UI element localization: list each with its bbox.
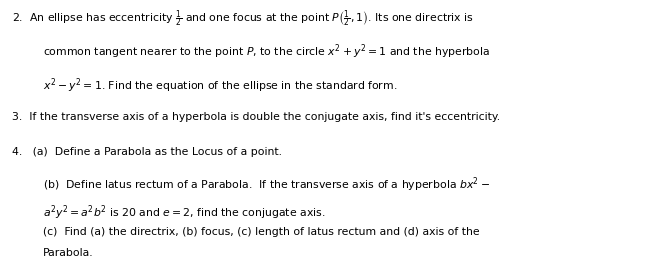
Text: (b)  Define latus rectum of a Parabola.  If the transverse axis of a hyperbola $: (b) Define latus rectum of a Parabola. I… bbox=[43, 175, 490, 194]
Text: $a^2y^2=a^2b^2$ is 20 and $e=2$, find the conjugate axis.: $a^2y^2=a^2b^2$ is 20 and $e=2$, find th… bbox=[43, 204, 325, 222]
Text: (c)  Find (a) the directrix, (b) focus, (c) length of latus rectum and (d) axis : (c) Find (a) the directrix, (b) focus, (… bbox=[43, 227, 480, 237]
Text: common tangent nearer to the point $P$, to the circle $x^2+y^2=1$ and the hyperb: common tangent nearer to the point $P$, … bbox=[43, 43, 489, 61]
Text: Parabola.: Parabola. bbox=[43, 248, 93, 258]
Text: $x^2-y^2=1$. Find the equation of the ellipse in the standard form.: $x^2-y^2=1$. Find the equation of the el… bbox=[43, 76, 397, 95]
Text: 4.   (a)  Define a Parabola as the Locus of a point.: 4. (a) Define a Parabola as the Locus of… bbox=[12, 147, 282, 157]
Text: 3.  If the transverse axis of a hyperbola is double the conjugate axis, find it': 3. If the transverse axis of a hyperbola… bbox=[12, 112, 500, 122]
Text: 2.  An ellipse has eccentricity $\frac{1}{2}$ and one focus at the point $P\left: 2. An ellipse has eccentricity $\frac{1}… bbox=[12, 9, 474, 30]
